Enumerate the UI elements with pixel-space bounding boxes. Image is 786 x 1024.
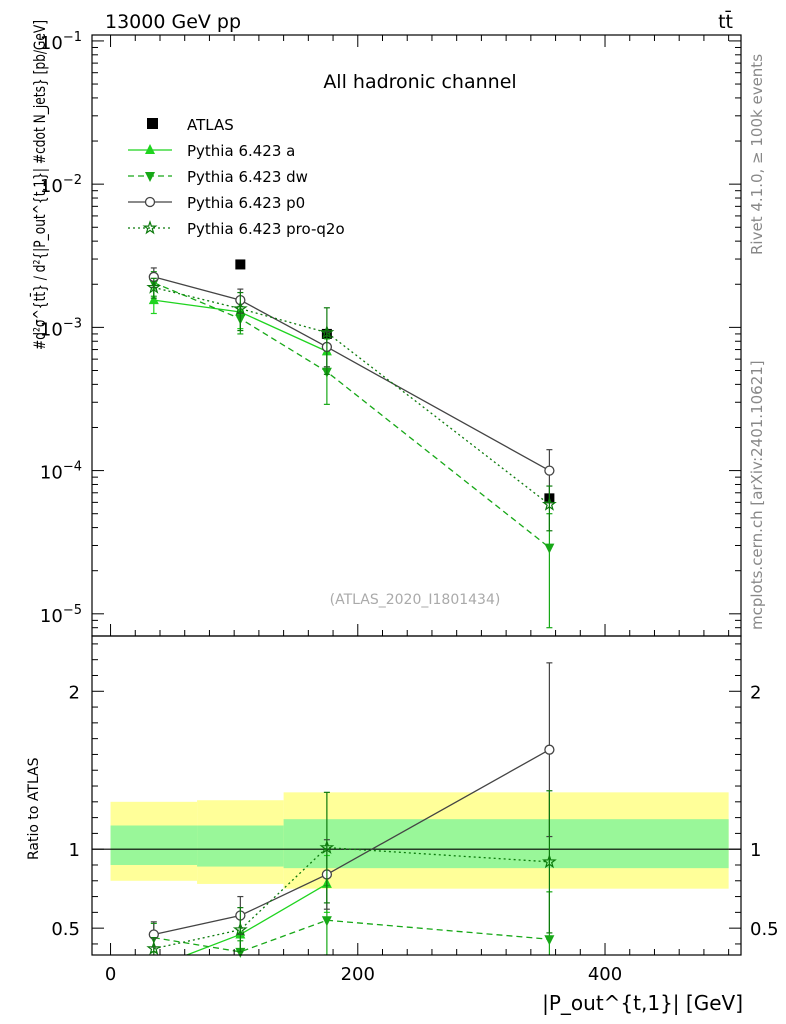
ratio-frame (91, 635, 742, 956)
main-y-ticks: 10−110−210−310−410−5 (40, 30, 741, 637)
tick-base: 10 (40, 606, 63, 627)
tick-base: 10 (40, 319, 63, 340)
marker-pythia_proq2o (146, 940, 162, 955)
marker-pythia_proq2o (146, 279, 162, 294)
tick-base: 10 (40, 463, 63, 484)
ratio-y-tick-label-right: 2 (750, 682, 761, 703)
x-tick-label: 200 (341, 964, 375, 985)
main-y-tick-label: 10−4 (40, 460, 82, 484)
ratio-y-tick-label-right: 1 (750, 840, 761, 861)
x-tick-label: 0 (105, 964, 116, 985)
marker-pythia_dw (321, 916, 332, 927)
tick-exponent: −1 (63, 30, 82, 45)
marker-pythia_proq2o (232, 300, 248, 316)
x-tick-label: 400 (588, 964, 622, 985)
legend-marker-pythia_p0 (144, 196, 156, 208)
series-line-pythia_dw (153, 282, 550, 549)
marker-pythia_dw (235, 947, 246, 958)
legend-label-data: ATLAS (187, 116, 234, 134)
main-title: All hadronic channel (323, 71, 516, 93)
legend-label-pythia_p0: Pythia 6.423 p0 (187, 194, 305, 212)
marker-pythia_proq2o (319, 324, 335, 339)
series-line-pythia_proq2o (153, 286, 550, 505)
band-inner (197, 825, 284, 867)
band-inner (283, 819, 729, 869)
legend: ATLAS Pythia 6.423 a Pythia 6.423 dw Pythia… (128, 116, 345, 238)
header-right: tt̄ (718, 9, 733, 33)
ratio-y-tick-label: 2 (69, 682, 80, 703)
x-axis-label: |P_out^{t,1}| [GeV] (542, 991, 743, 1015)
marker-pythia_dw (544, 543, 555, 554)
marker-pythia_p0 (544, 465, 555, 476)
side-label-bottom: mcplots.cern.ch [arXiv:2401.10621] (748, 360, 766, 630)
main-y-label: #d²σ^{tt̄} / d²{|P_out^{t,1}| #cdot N_je… (30, 20, 50, 350)
marker-pythia_proq2o (319, 839, 335, 854)
main-y-tick-label: 10−2 (40, 173, 82, 197)
watermark: (ATLAS_2020_I1801434) (330, 592, 501, 608)
series-line-pythia_dw (153, 919, 550, 953)
legend-marker-pythia_a (145, 144, 155, 154)
marker-pythia_p0 (544, 744, 555, 755)
main-y-tick-label: 10−5 (40, 603, 82, 627)
marker-data (235, 259, 246, 270)
legend-label-pythia_dw: Pythia 6.423 dw (187, 168, 308, 186)
legend-marker-pythia_dw (145, 172, 155, 182)
ratio-y-ticks: 0.5 0.5 1 1 2 2 (51, 643, 779, 945)
legend-marker-pythia_proq2o (142, 220, 158, 235)
side-label-top: Rivet 4.1.0, ≥ 100k events (748, 54, 766, 255)
legend-marker-data (147, 118, 158, 129)
tick-exponent: −5 (63, 603, 82, 618)
main-y-tick-label: 10−1 (40, 30, 82, 54)
legend-label-pythia_proq2o: Pythia 6.423 pro-q2o (187, 220, 345, 238)
tick-exponent: −3 (63, 316, 82, 331)
tick-exponent: −2 (63, 173, 82, 188)
marker-pythia_dw (544, 935, 555, 946)
tick-base: 10 (40, 33, 63, 54)
ratio-panel: 0.5 0.5 1 1 2 2 0 200 400 Ratio to ATLAS |P_out… (26, 35, 779, 1015)
ratio-plot-area (91, 635, 742, 958)
header-left: 13000 GeV pp (105, 11, 241, 33)
marker-pythia_a (148, 294, 159, 305)
legend-label-pythia_a: Pythia 6.423 a (187, 142, 295, 160)
x-ticks: 0 200 400 (105, 35, 730, 985)
ratio-y-tick-label: 0.5 (51, 919, 80, 940)
series-line-pythia_p0 (153, 276, 550, 472)
marker-pythia_proq2o (541, 496, 557, 511)
tick-exponent: −4 (63, 460, 82, 475)
marker-pythia_proq2o (232, 921, 248, 937)
main-panel: All hadronic channel (ATLAS_2020_I180143… (30, 20, 742, 637)
ratio-y-tick-label-right: 0.5 (750, 919, 779, 940)
tick-base: 10 (40, 176, 63, 197)
band-inner (110, 825, 198, 865)
series-line-pythia_p0 (153, 749, 550, 936)
marker-pythia_proq2o (541, 853, 557, 869)
ratio-y-label: Ratio to ATLAS (26, 757, 42, 860)
ratio-y-tick-label: 1 (69, 840, 80, 861)
main-y-label-text: #d²σ^{tt̄} / d²{|P_out^{t,1}| #cdot N_je… (30, 20, 50, 350)
main-y-tick-label: 10−3 (40, 316, 82, 340)
